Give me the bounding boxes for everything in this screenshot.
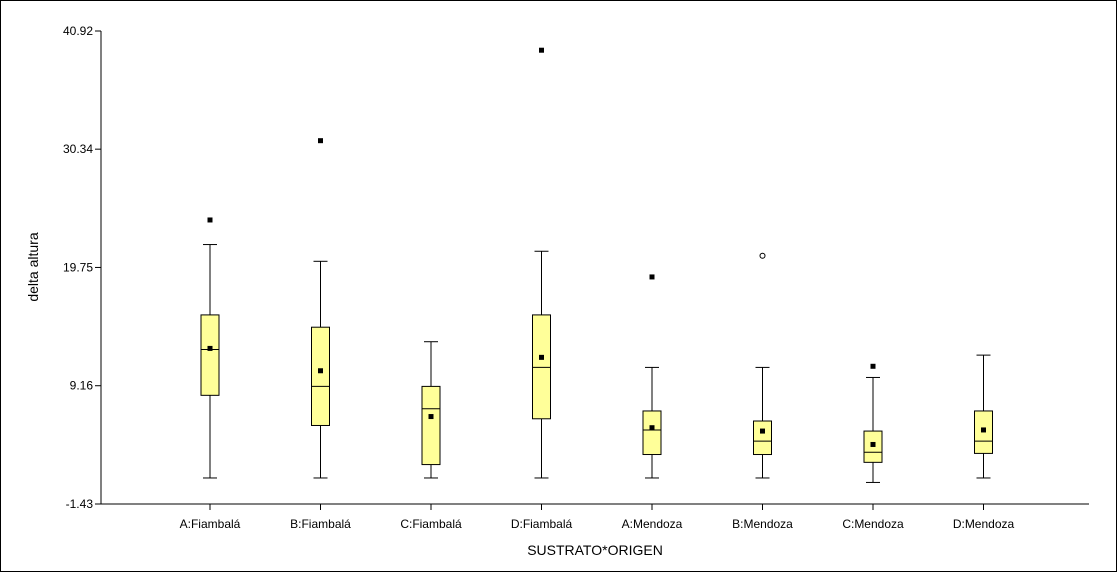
box-iqr	[753, 420, 772, 456]
box-iqr	[200, 314, 220, 396]
extreme-point	[539, 47, 544, 53]
box-group	[532, 47, 551, 479]
y-tick-label: 40.92	[63, 24, 93, 38]
x-tick-label: A:Mendoza	[622, 517, 683, 531]
extreme-point	[649, 274, 655, 280]
x-axis-title: SUSTRATO*ORIGEN	[527, 542, 663, 558]
mean-marker	[760, 428, 765, 434]
mean-marker	[870, 441, 876, 447]
box-group	[421, 341, 441, 479]
mean-marker	[649, 425, 655, 431]
x-tick-label: D:Mendoza	[953, 517, 1015, 531]
box-group	[200, 217, 220, 479]
boxes	[200, 47, 993, 483]
box-iqr	[532, 314, 551, 420]
outlier-point	[759, 252, 766, 259]
x-tick-label: C:Fiambalá	[400, 517, 462, 531]
mean-marker	[428, 414, 434, 420]
y-tick-label: 19.75	[63, 260, 93, 274]
box-iqr	[421, 385, 441, 466]
x-tick-label: A:Fiambalá	[180, 517, 241, 531]
box-iqr	[642, 410, 662, 456]
box-group	[974, 354, 993, 479]
box-group	[642, 274, 662, 479]
extreme-point	[870, 363, 876, 369]
x-tick-label: B:Mendoza	[732, 517, 793, 531]
extreme-point	[207, 217, 213, 223]
box-iqr	[311, 326, 330, 426]
y-ticks: -1.43 9.16 19.75 30.34 40.92	[63, 24, 101, 511]
x-tick-label: C:Mendoza	[842, 517, 904, 531]
box-group	[863, 363, 883, 483]
axes	[100, 31, 1089, 505]
y-tick-label: 30.34	[63, 142, 93, 156]
box-group	[753, 252, 772, 479]
y-axis-title: delta altura	[25, 232, 41, 301]
mean-marker	[318, 368, 323, 374]
mean-marker	[207, 345, 213, 351]
mean-marker	[539, 354, 544, 360]
x-ticks: A:Fiambalá B:Fiambalá C:Fiambalá D:Fiambalá…	[180, 504, 1015, 531]
box-group	[311, 138, 330, 479]
y-tick-label: 9.16	[70, 379, 94, 393]
x-tick-label: D:Fiambalá	[511, 517, 573, 531]
x-tick-label: B:Fiambalá	[290, 517, 351, 531]
mean-marker	[981, 427, 986, 433]
extreme-point	[318, 138, 323, 144]
y-tick-label: -1.43	[66, 497, 94, 511]
